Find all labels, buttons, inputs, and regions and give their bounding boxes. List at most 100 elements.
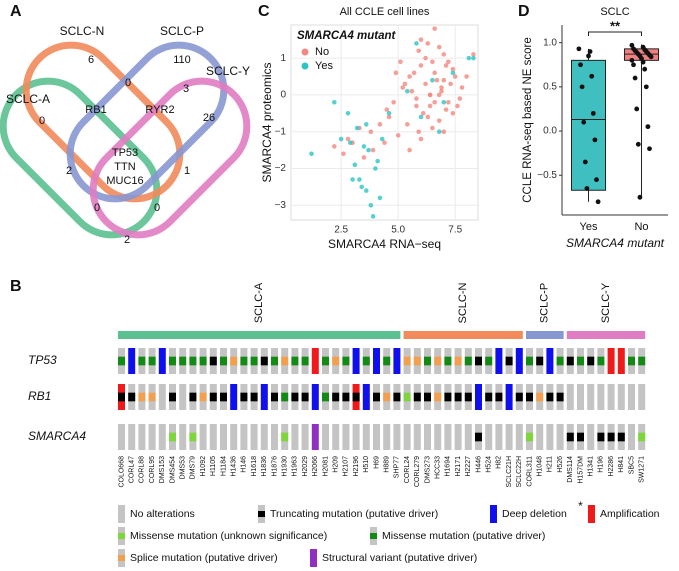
point xyxy=(586,53,591,59)
alteration xyxy=(546,348,554,374)
alteration xyxy=(617,348,625,374)
panel-label: D xyxy=(518,3,530,20)
column-label: CORL279 xyxy=(414,456,421,487)
point xyxy=(439,85,444,90)
point xyxy=(423,81,428,87)
column-label: SCLC22H xyxy=(516,456,523,488)
point xyxy=(400,85,406,90)
point xyxy=(368,129,374,134)
alteration xyxy=(158,384,166,410)
column-label: DMS454 xyxy=(169,456,176,483)
point xyxy=(354,125,360,131)
alteration xyxy=(209,424,217,450)
venn-set xyxy=(0,77,161,239)
alteration xyxy=(199,424,207,450)
alteration xyxy=(342,424,350,450)
column-label: SBC5 xyxy=(628,456,635,474)
point xyxy=(338,136,344,142)
column-label: H2196 xyxy=(353,456,360,477)
point xyxy=(441,77,447,83)
alteration xyxy=(454,392,462,402)
point xyxy=(452,74,458,79)
column-label: CORL88 xyxy=(139,456,146,483)
alteration xyxy=(526,356,533,366)
alteration xyxy=(271,356,278,366)
region-label: 1 xyxy=(184,165,190,177)
alteration xyxy=(577,432,584,442)
point xyxy=(640,59,646,65)
alteration xyxy=(220,392,227,402)
point xyxy=(436,129,442,134)
alteration xyxy=(148,356,156,366)
point xyxy=(414,96,419,101)
point xyxy=(409,88,415,94)
alteration xyxy=(209,392,217,402)
alteration xyxy=(291,392,299,402)
box xyxy=(571,59,606,191)
alteration xyxy=(240,424,248,450)
alteration xyxy=(556,392,564,402)
alteration xyxy=(118,424,125,450)
point xyxy=(436,118,442,123)
alteration xyxy=(118,505,125,523)
region-label: 3 xyxy=(183,83,189,95)
alteration xyxy=(281,432,289,442)
alteration xyxy=(271,392,278,402)
point xyxy=(357,177,362,182)
point xyxy=(363,122,369,127)
point xyxy=(648,54,654,60)
point xyxy=(345,136,351,142)
column-label: CORL311 xyxy=(526,456,533,487)
alteration xyxy=(536,424,544,450)
alteration xyxy=(607,432,615,442)
point xyxy=(386,114,392,120)
alteration xyxy=(199,392,207,402)
legend-swatch xyxy=(301,62,309,70)
point xyxy=(347,140,353,146)
alteration xyxy=(138,392,146,402)
point xyxy=(416,48,422,54)
point xyxy=(411,70,417,76)
alteration xyxy=(617,384,625,410)
alteration xyxy=(301,392,309,402)
alteration xyxy=(638,384,646,410)
column-label: DMS79 xyxy=(190,456,197,479)
point xyxy=(430,77,435,83)
alteration xyxy=(628,424,635,450)
point xyxy=(407,147,412,153)
point xyxy=(595,199,601,205)
point xyxy=(455,103,460,109)
column-label: H1876 xyxy=(271,456,278,477)
alteration xyxy=(607,384,615,410)
point xyxy=(590,110,596,116)
alteration xyxy=(495,392,503,402)
column-label: SHP77 xyxy=(394,456,401,478)
alteration xyxy=(424,356,431,366)
region-label: 0 xyxy=(125,77,131,89)
alteration xyxy=(424,424,431,450)
alteration xyxy=(588,505,595,523)
point xyxy=(391,99,396,105)
row-label: RB1 xyxy=(28,389,51,403)
point xyxy=(398,59,403,65)
point xyxy=(446,59,451,65)
point xyxy=(584,186,590,191)
point xyxy=(594,177,599,183)
alteration xyxy=(240,356,248,366)
column-label: H157DM xyxy=(577,456,584,484)
alteration xyxy=(515,392,523,402)
alteration xyxy=(362,356,370,366)
point xyxy=(382,140,387,146)
alteration xyxy=(464,392,472,402)
group-bar xyxy=(118,331,401,339)
group-bar xyxy=(566,331,646,339)
alteration xyxy=(515,424,523,450)
panel-label: A xyxy=(10,3,22,20)
y-tick-label: 0 xyxy=(280,90,286,101)
alteration xyxy=(505,384,513,410)
alteration xyxy=(322,392,329,402)
column-label: H2227 xyxy=(465,456,472,477)
column-label: COLO668 xyxy=(118,456,125,488)
alteration xyxy=(485,424,493,450)
point xyxy=(450,66,456,72)
